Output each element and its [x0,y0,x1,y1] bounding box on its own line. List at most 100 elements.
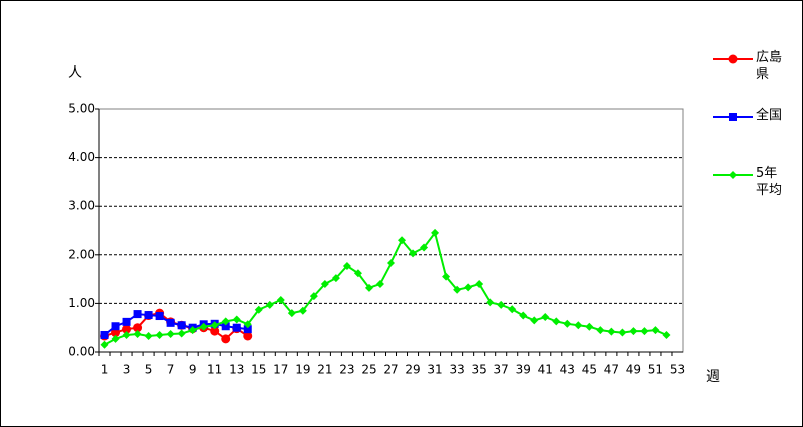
marker [276,295,285,304]
marker [618,328,627,337]
marker [486,298,495,307]
x-tick-label: 15 [251,363,266,377]
marker [563,319,572,328]
marker [409,249,418,258]
marker [155,330,164,339]
x-tick-label: 21 [317,363,332,377]
marker [398,236,407,245]
y-tick-label: 4.00 [68,150,95,164]
marker [199,322,208,331]
x-tick-label: 39 [516,363,531,377]
marker [122,330,131,339]
x-tick-label: 29 [405,363,420,377]
marker [508,305,517,314]
x-tick-label: 33 [449,363,464,377]
marker [431,228,440,237]
x-tick-label: 27 [383,363,398,377]
x-tick-label: 53 [670,363,685,377]
x-tick-label: 19 [295,363,310,377]
marker [364,283,373,292]
y-tick-label: 5.00 [68,102,95,116]
x-tick-label: 47 [604,363,619,377]
y-tick-label: 1.00 [68,296,95,310]
legend-label: 5年平均 [756,166,783,198]
marker [166,318,175,327]
marker [122,324,132,334]
marker [497,300,506,309]
legend-label: 広島県 [756,50,783,82]
marker [387,259,395,268]
x-tick-label: 17 [273,363,288,377]
marker [651,326,660,335]
marker [221,317,230,326]
x-tick-label: 5 [145,363,153,377]
marker [221,322,230,331]
marker [232,315,241,324]
x-tick-label: 11 [207,363,222,377]
y-axis-label: 人 [68,65,82,81]
marker [552,317,561,326]
x-tick-label: 7 [167,363,175,377]
marker [133,323,143,333]
marker [232,323,241,332]
marker [166,330,175,339]
x-axis-label: 週 [706,369,720,385]
marker [100,330,109,339]
marker [265,300,274,309]
y-tick-label: 0.00 [68,345,95,359]
marker [177,329,186,338]
marker [122,317,131,326]
marker [111,334,120,343]
series-line [104,230,667,346]
marker [662,330,671,339]
marker [596,326,605,335]
marker [243,325,252,334]
marker [530,316,539,325]
marker [309,292,318,301]
marker [475,279,484,288]
marker [243,331,253,341]
x-tick-label: 35 [472,363,487,377]
marker [100,340,109,349]
marker [144,331,153,340]
marker [574,321,583,330]
marker [541,313,550,322]
marker [342,261,351,270]
marker [177,321,186,330]
marker [133,330,142,339]
marker [519,311,528,320]
marker [585,322,594,331]
x-tick-label: 3 [123,363,131,377]
marker [331,274,340,283]
x-tick-label: 25 [361,363,376,377]
marker [144,311,153,320]
x-tick-label: 31 [427,363,442,377]
marker [420,243,429,252]
x-tick-label: 13 [229,363,244,377]
marker [375,279,384,288]
marker [188,326,197,335]
y-tick-label: 2.00 [68,247,95,261]
marker [111,322,120,331]
marker [298,306,307,315]
marker [353,269,362,278]
legend-label: 全国 [756,108,783,123]
marker [287,309,296,318]
x-tick-label: 9 [189,363,197,377]
x-tick-label: 41 [538,363,553,377]
marker [210,326,220,336]
marker [629,327,638,336]
marker [728,54,738,64]
plot-area [98,108,684,353]
marker [729,171,737,179]
marker [464,283,473,292]
marker [254,305,263,314]
marker [221,334,231,344]
marker [729,113,737,121]
x-tick-label: 43 [560,363,575,377]
marker [607,327,616,336]
marker [320,279,329,288]
marker [155,312,164,321]
